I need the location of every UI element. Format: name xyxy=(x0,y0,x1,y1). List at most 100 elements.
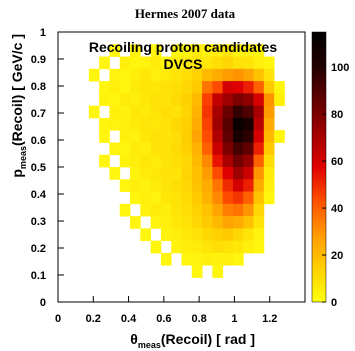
heatmap-cell xyxy=(243,228,254,242)
heatmap-cell xyxy=(150,117,162,131)
heatmap-cell xyxy=(140,228,152,242)
heatmap-cell xyxy=(253,44,265,57)
heatmap-cell xyxy=(202,191,213,205)
heatmap-cell xyxy=(222,93,234,107)
heatmap-cell xyxy=(243,240,254,254)
heatmap-cell xyxy=(150,130,162,143)
heatmap-cell xyxy=(130,44,141,57)
heatmap-cell xyxy=(212,203,224,217)
heatmap-cell xyxy=(171,240,182,254)
y-tick-label: 0 xyxy=(40,297,46,309)
heatmap-cell xyxy=(253,240,265,254)
heatmap-cell xyxy=(232,117,244,131)
heatmap-cell xyxy=(191,56,203,70)
heatmap-cell xyxy=(232,56,244,70)
heatmap-cell xyxy=(171,179,182,192)
heatmap-cell xyxy=(171,228,182,242)
heatmap-cell xyxy=(160,167,172,180)
heatmap-cell xyxy=(130,154,141,168)
heatmap-cell xyxy=(263,154,275,168)
heatmap-cell xyxy=(232,191,244,205)
heatmap-cell xyxy=(99,117,110,131)
heatmap-cell xyxy=(191,154,203,168)
heatmap-cell xyxy=(243,203,254,217)
heatmap-cell xyxy=(222,130,234,143)
heatmap-cell xyxy=(263,142,275,156)
heatmap-cell xyxy=(109,81,121,94)
heatmap-cell xyxy=(202,228,213,242)
heatmap-cell xyxy=(160,142,172,156)
heatmap-cell xyxy=(160,93,172,107)
heatmap-cell xyxy=(109,44,121,57)
heatmap-cell xyxy=(253,179,265,192)
heatmap-cell xyxy=(109,68,121,82)
heatmap-cell xyxy=(232,68,244,82)
heatmap-cell xyxy=(171,130,182,143)
heatmap-cell xyxy=(232,203,244,217)
heatmap-cell xyxy=(160,228,172,242)
heatmap-cell xyxy=(222,117,234,131)
heatmap-cell xyxy=(202,93,213,107)
heatmap-cell xyxy=(202,105,213,119)
heatmap-cell xyxy=(232,228,244,242)
heatmap-cell xyxy=(119,154,131,168)
heatmap-cell xyxy=(130,56,141,70)
heatmap-cell xyxy=(202,142,213,156)
heatmap-cell xyxy=(232,179,244,192)
heatmap-cell xyxy=(109,93,121,107)
heatmap-cell xyxy=(88,68,100,82)
heatmap-cell xyxy=(171,68,182,82)
heatmap-cell xyxy=(243,68,254,82)
heatmap-cell xyxy=(222,179,234,192)
heatmap-cell xyxy=(212,216,224,229)
heatmap-cell xyxy=(130,216,141,229)
heatmap-cell xyxy=(181,216,193,229)
heatmap-cell xyxy=(263,81,275,94)
heatmap-cell xyxy=(191,240,203,254)
heatmap-cell xyxy=(160,252,172,266)
heatmap-cell xyxy=(160,68,172,82)
heatmap-cell xyxy=(212,142,224,156)
heatmap-cell xyxy=(140,81,152,94)
y-tick-label: 0.1 xyxy=(31,270,46,282)
heatmap-cell xyxy=(274,130,285,143)
heatmap-cell xyxy=(119,81,131,94)
heatmap-cell xyxy=(263,130,275,143)
heatmap-cell xyxy=(253,130,265,143)
heatmap-cell xyxy=(140,167,152,180)
heatmap-cell xyxy=(191,203,203,217)
heatmap-cell xyxy=(222,142,234,156)
heatmap-cell xyxy=(150,203,162,217)
heatmap-cell xyxy=(202,252,213,266)
heatmap-cell xyxy=(263,56,275,70)
heatmap-cell xyxy=(243,130,254,143)
heatmap-cell xyxy=(191,105,203,119)
heatmap-cell xyxy=(222,81,234,94)
heatmap-cell xyxy=(109,167,121,180)
heatmap-cell xyxy=(222,252,234,266)
y-tick-label: 0.2 xyxy=(31,243,46,255)
heatmap-cell xyxy=(263,167,275,180)
heatmap-cell xyxy=(202,117,213,131)
heatmap-cell xyxy=(232,240,244,254)
heatmap-cell xyxy=(212,44,224,57)
heatmap-cell xyxy=(99,81,110,94)
heatmap-cell xyxy=(109,142,121,156)
heatmap-cell xyxy=(140,179,152,192)
heatmap-cell xyxy=(130,68,141,82)
heatmap-cell xyxy=(202,81,213,94)
heatmap-cell xyxy=(99,56,110,70)
heatmap-cell xyxy=(150,142,162,156)
heatmap-cell xyxy=(109,117,121,131)
heatmap-cell xyxy=(150,56,162,70)
heatmap-cell xyxy=(222,56,234,70)
heatmap-cell xyxy=(253,154,265,168)
heatmap-cell xyxy=(212,191,224,205)
heatmap-cell xyxy=(243,179,254,192)
heatmap-cell xyxy=(253,216,265,229)
heatmap-cell xyxy=(181,179,193,192)
heatmap-cell xyxy=(181,154,193,168)
heatmap-cell xyxy=(181,56,193,70)
heatmap-cell xyxy=(253,167,265,180)
